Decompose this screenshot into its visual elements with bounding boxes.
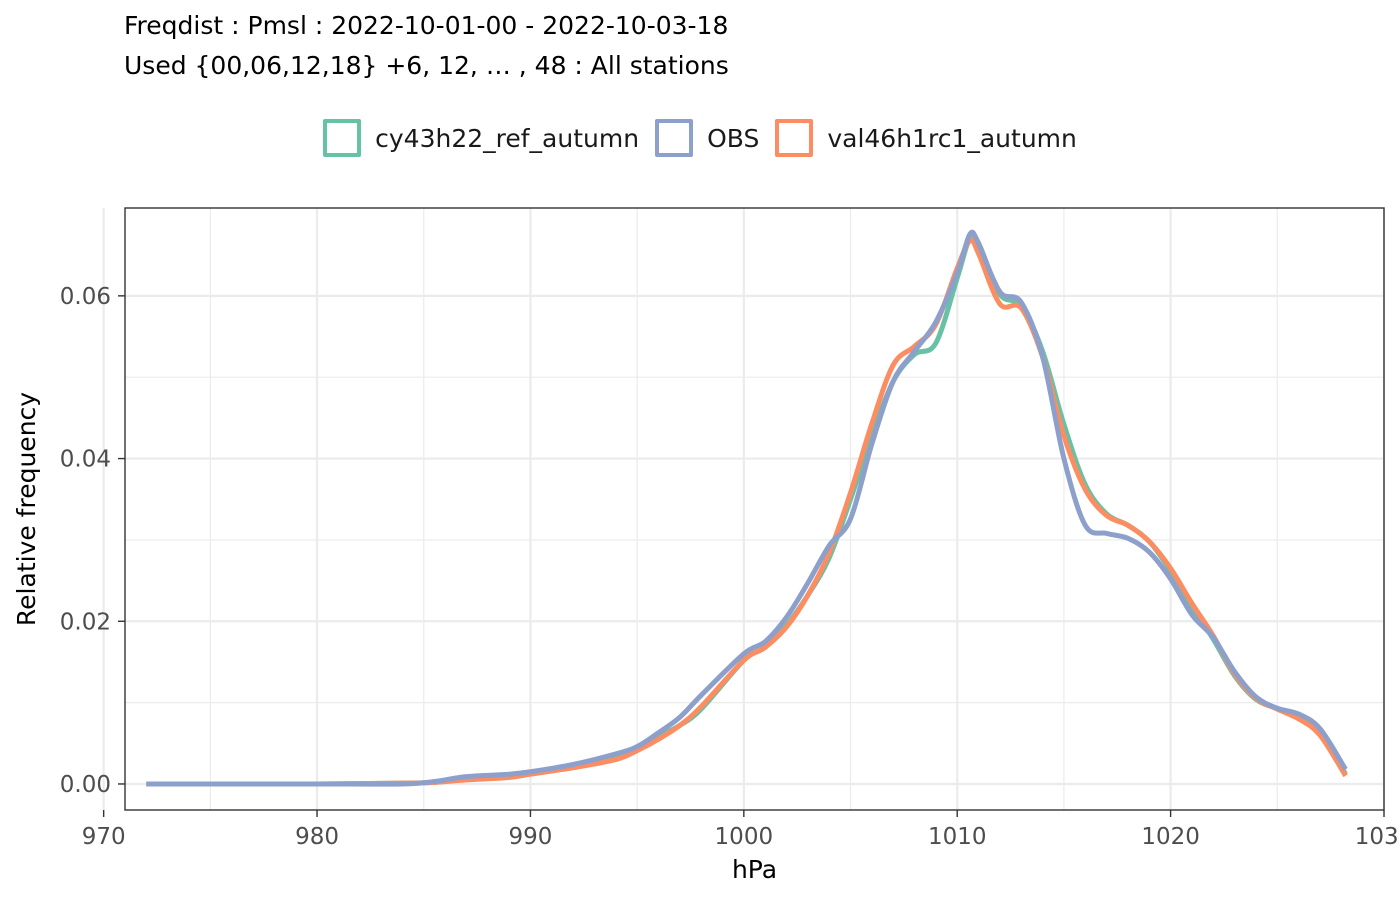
legend-item-series-0[interactable]: cy43h22_ref_autumn — [323, 119, 639, 157]
y-axis-title: Relative frequency — [12, 392, 41, 626]
chart-title-block: Freqdist : Pmsl : 2022-10-01-00 - 2022-1… — [124, 8, 729, 88]
x-tick-label: 1010 — [928, 824, 987, 850]
x-tick-label: 970 — [82, 824, 126, 850]
chart-subtitle: Used {00,06,12,18} +6, 12, … , 48 : All … — [124, 51, 729, 80]
y-axis: 0.00 0.02 0.04 0.06 — [60, 284, 125, 798]
plot-panel — [125, 208, 1384, 810]
legend-label-series-1: OBS — [707, 123, 760, 153]
legend-label-series-0: cy43h22_ref_autumn — [375, 123, 640, 153]
plot-border — [124, 207, 1385, 811]
y-tick-label: 0.00 — [60, 772, 111, 798]
chart-title: Freqdist : Pmsl : 2022-10-01-00 - 2022-1… — [124, 11, 729, 40]
y-tick-label: 0.02 — [60, 609, 111, 635]
x-axis-title: hPa — [732, 855, 777, 884]
legend-item-series-2[interactable]: val46h1rc1_autumn — [775, 119, 1077, 157]
legend-key-series-2 — [775, 119, 814, 157]
x-tick-label: 990 — [508, 824, 552, 850]
y-tick-label: 0.04 — [60, 447, 111, 473]
grid-lines — [102, 208, 1386, 810]
x-tick-label: 1020 — [1141, 824, 1200, 850]
legend-item-series-1[interactable]: OBS — [655, 119, 759, 157]
x-tick-label: 1000 — [715, 824, 774, 850]
x-tick-label: 980 — [295, 824, 339, 850]
series-line-1 — [146, 229, 1348, 787]
legend-key-series-1 — [655, 119, 694, 157]
legend-key-series-0 — [323, 119, 362, 157]
series-line-2 — [146, 237, 1348, 787]
legend: cy43h22_ref_autumn OBS val46h1rc1_autumn — [0, 114, 1400, 162]
y-tick-label: 0.06 — [60, 284, 111, 310]
series-lines — [146, 229, 1348, 787]
legend-label-series-2: val46h1rc1_autumn — [827, 123, 1077, 153]
